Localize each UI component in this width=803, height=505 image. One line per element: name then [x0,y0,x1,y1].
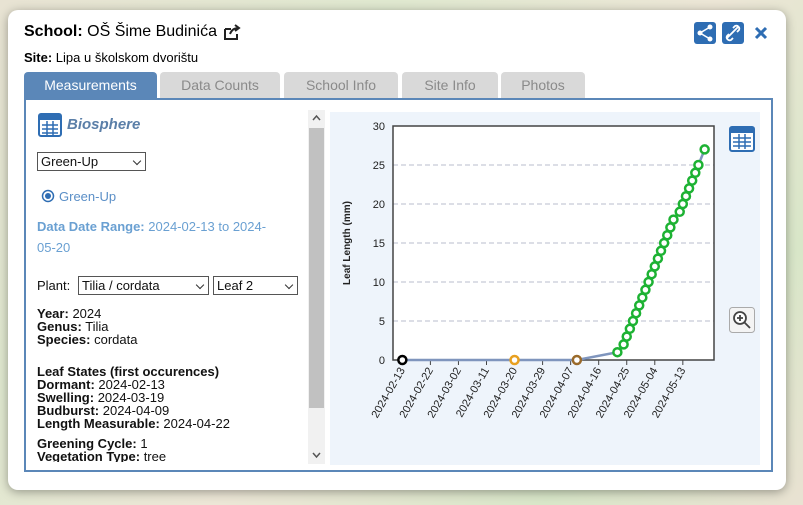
info-value: 2024-03-19 [97,390,165,405]
data-point[interactable] [612,346,623,358]
info-row: Genus: Tilia [37,320,109,333]
school-line: School: OŠ Šime Budinića [24,23,217,41]
header-buttons [694,22,768,44]
protocol-select[interactable]: Green-Up [37,152,146,171]
y-tick-label: 30 [373,121,385,133]
chart-table-button[interactable] [729,126,755,152]
share-button[interactable] [694,22,716,44]
info-row: Species: cordata [37,333,137,346]
data-point[interactable] [693,159,704,171]
leaf-select[interactable]: Leaf 2 [213,276,298,295]
info-value: 2024-04-09 [102,403,170,418]
y-tick-label: 10 [373,277,385,289]
info-row: Swelling: 2024-03-19 [37,391,164,404]
date-range-label: Data Date Range: [37,219,145,234]
y-tick-label: 0 [379,355,385,367]
info-label: Species: [37,332,91,347]
info-value: 2024-04-22 [163,416,230,431]
content-panel [24,98,773,472]
info-value: cordata [94,332,138,347]
y-axis-label: Leaf Length (mm) [342,201,353,285]
scrollbar[interactable] [308,110,325,464]
school-label: School: [24,23,83,40]
info-label: Length Measurable: [37,416,160,431]
data-point[interactable] [571,354,583,366]
scrollbar-parts [309,114,324,459]
tab[interactable]: Site Info [402,72,498,98]
y-tick-label: 25 [373,160,385,172]
info-label: Dormant: [37,377,95,392]
panel-title: Biosphere [67,116,141,133]
info-value: 2024 [72,306,102,321]
info-row: Budburst: 2024-04-09 [37,404,169,417]
link-button[interactable] [722,22,744,44]
tab[interactable]: Photos [501,72,585,98]
data-point[interactable] [699,144,710,155]
date-range-value: 2024-02-13 to 2024-05-20 [37,219,267,255]
info-row: Vegetation Type: tree [37,450,166,462]
tab[interactable]: Measurements [24,72,157,98]
school-name: OŠ Šime Budinića [87,23,217,40]
data-point[interactable] [397,354,408,366]
info-row: Length Measurable: 2024-04-22 [37,417,230,430]
info-label: Year: [37,306,69,321]
site-label: Site: [24,50,53,65]
tab[interactable]: School Info [284,72,398,98]
date-range: Data Date Range: 2024-02-13 to 2024-05-2… [37,216,277,258]
info-value: 2024-02-13 [98,377,165,392]
site-name: Lipa u školskom dvorištu [55,50,199,65]
site-line: Site: Lipa u školskom dvorištu [24,50,198,65]
info-row: Greening Cycle: 1 [37,437,148,450]
data-point[interactable] [509,354,520,366]
radio[interactable] [41,189,55,203]
chart-area: 0 5 10 15 20 25 30 2024-02-13 2024-02-22 2024-03-… [330,112,760,465]
info-row: Dormant: 2024-02-13 [37,378,165,391]
info-value: tree [143,449,167,462]
external-link-icon[interactable] [222,23,242,41]
info-label: Swelling: [37,390,95,405]
y-tick-label: 15 [373,238,385,250]
plant-label: Plant: [37,278,71,293]
data-point[interactable] [668,214,679,225]
leaf-states-title: Leaf States (first occurences) [37,364,220,379]
close-button[interactable] [754,26,768,40]
info-panel: Biosphere Green-Up Green-Up Data Date Ra… [30,110,308,462]
info-row: Year: 2024 [37,307,101,320]
info-label: Budburst: [37,403,100,418]
info-value: Tilia [85,319,109,334]
zoom-button[interactable] [729,307,755,333]
radio-label: Green-Up [59,189,117,204]
info-label: Genus: [37,319,82,334]
y-tick-label: 20 [373,199,385,211]
info-label: Vegetation Type: [37,449,141,462]
chart: 0510152025302024-02-132024-02-222024-03-… [342,121,715,420]
tab[interactable]: Data Counts [160,72,280,98]
info-label: Greening Cycle: [37,436,137,451]
info-value: 1 [140,436,148,451]
plant-select[interactable]: Tilia / cordata [78,276,209,295]
table-icon[interactable] [38,113,62,137]
y-tick-label: 5 [379,316,385,328]
